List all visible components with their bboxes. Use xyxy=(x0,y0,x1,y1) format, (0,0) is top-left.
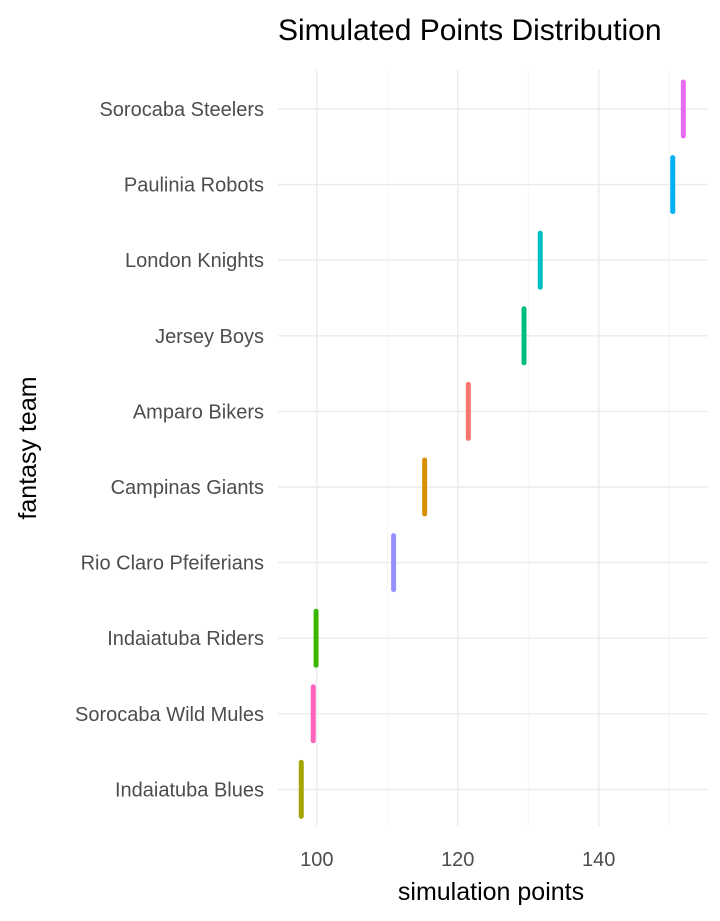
y-tick-label: Indaiatuba Riders xyxy=(107,628,264,650)
y-tick-label: London Knights xyxy=(125,250,264,272)
y-tick-label: Jersey Boys xyxy=(155,326,264,348)
grid-lines xyxy=(278,70,708,826)
x-tick-label: 100 xyxy=(300,849,333,871)
x-axis-title: simulation points xyxy=(398,878,584,906)
y-tick-label: Amparo Bikers xyxy=(133,401,264,423)
y-tick-label: Campinas Giants xyxy=(111,477,264,499)
x-tick-labels: 100 120 140 xyxy=(300,849,615,871)
y-axis-title: fantasy team xyxy=(14,376,42,519)
chart-title: Simulated Points Distribution xyxy=(278,14,662,47)
y-tick-label: Rio Claro Pfeiferians xyxy=(81,553,264,575)
y-tick-labels: Sorocaba Steelers Paulinia Robots London K… xyxy=(75,99,264,801)
data-marks xyxy=(298,79,686,819)
y-tick-label: Indaiatuba Blues xyxy=(115,779,264,801)
x-tick-label: 120 xyxy=(441,849,474,871)
x-tick-label: 140 xyxy=(582,849,615,871)
y-tick-label: Paulinia Robots xyxy=(124,175,264,197)
y-tick-label: Sorocaba Steelers xyxy=(99,99,264,121)
y-tick-label: Sorocaba Wild Mules xyxy=(75,704,264,726)
